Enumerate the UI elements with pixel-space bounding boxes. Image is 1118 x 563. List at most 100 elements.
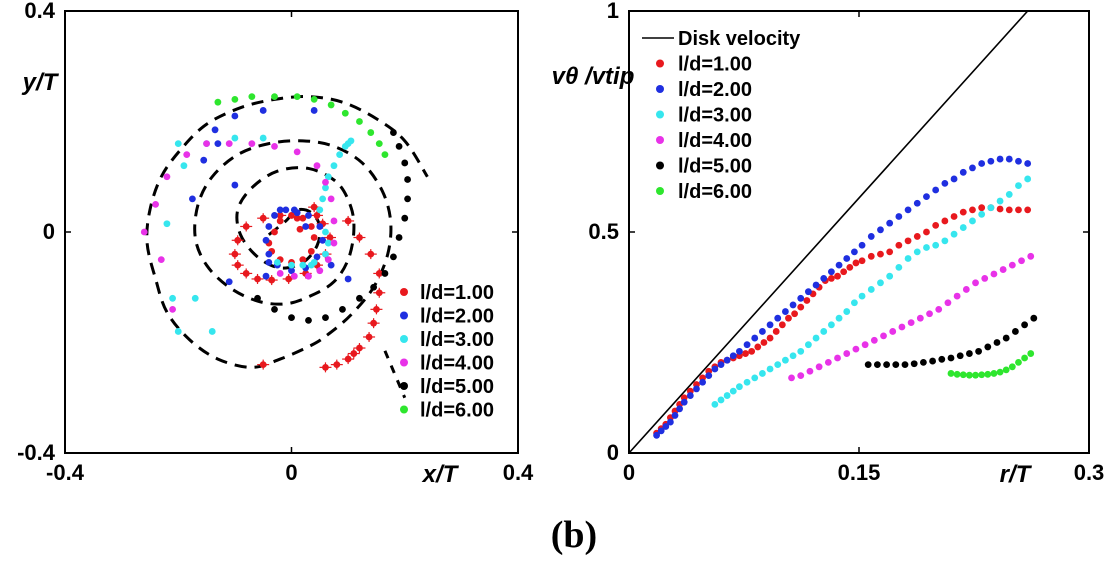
left-point-s3-7	[322, 184, 329, 192]
right-point-s3-31	[959, 224, 967, 231]
right-point-s6-7	[990, 370, 998, 377]
left-point-s2-13	[305, 212, 312, 219]
right-series-1	[653, 204, 1032, 437]
right-point-s3-18	[843, 308, 851, 315]
right-point-s1-51	[1005, 206, 1013, 214]
left-point-s5-6	[356, 294, 363, 302]
right-series-2	[653, 155, 1032, 439]
left-point-s2-15	[276, 206, 284, 214]
left-point-s4-8	[293, 148, 301, 156]
right-point-s5-13	[984, 343, 992, 351]
left-point-s2-3	[271, 212, 278, 219]
right-point-s2-1	[657, 427, 665, 435]
left-point-s4-18	[276, 270, 284, 277]
right-point-s3-25	[904, 255, 912, 262]
right-point-s3-12	[797, 347, 805, 355]
right-point-s5-0	[864, 361, 872, 368]
left-point-s1-1	[299, 214, 307, 222]
left-point-s6-1	[231, 96, 239, 103]
right-point-s2-44	[978, 160, 986, 167]
right-point-s3-10	[782, 356, 789, 364]
left-point-s1-13	[293, 214, 301, 222]
left-point-s6-8	[356, 118, 363, 125]
left-series-4	[140, 140, 338, 313]
right-point-s1-37	[877, 250, 884, 258]
left-point-s5-5	[339, 305, 346, 313]
right-point-s2-46	[996, 155, 1004, 163]
right-point-s4-9	[870, 336, 878, 344]
figure-caption: (b)	[551, 514, 597, 556]
left-point-s2-11	[319, 236, 327, 244]
right-point-s4-24	[1008, 261, 1016, 269]
right-point-s2-49	[1024, 160, 1032, 167]
right-point-s1-50	[996, 205, 1004, 213]
left-point-s2-24	[310, 107, 318, 114]
left-legend-marker-4	[400, 358, 408, 367]
left-point-s4-17	[290, 272, 298, 280]
right-point-s2-37	[913, 199, 921, 207]
right-point-s3-22	[877, 279, 884, 287]
right-point-s3-32	[969, 217, 976, 225]
left-legend-marker-1	[400, 288, 408, 296]
right-legend: Disk velocity l/d=1.00 l/d=2.00 l/d=3.00 l/d…	[642, 28, 801, 203]
left-point-s5-8	[381, 270, 389, 277]
left-x-tick-neg: -0.4	[46, 460, 85, 485]
right-point-s3-37	[1015, 182, 1022, 189]
right-y-axis-label: vθ /vtip	[552, 63, 635, 90]
left-point-s3-24	[174, 140, 182, 148]
left-point-s2-0	[302, 223, 310, 230]
right-point-s4-17	[944, 299, 952, 307]
right-point-s4-18	[953, 292, 961, 300]
left-point-s6-3	[271, 93, 278, 101]
left-legend-marker-5	[400, 382, 408, 390]
right-point-s1-18	[754, 343, 762, 351]
right-point-s2-32	[867, 233, 875, 240]
right-point-s1-19	[760, 339, 768, 346]
right-point-s3-6	[751, 374, 759, 382]
left-point-s5-1	[271, 305, 278, 313]
right-x-tick-015: 0.15	[838, 460, 881, 485]
left-point-s5-11	[401, 214, 409, 222]
right-point-s3-27	[923, 244, 930, 251]
right-point-s3-9	[774, 361, 782, 368]
right-point-s6-9	[1002, 366, 1010, 374]
right-point-s4-25	[1018, 257, 1025, 265]
right-point-s2-7	[686, 392, 694, 399]
right-point-s2-33	[877, 226, 884, 234]
left-point-s4-0	[140, 228, 148, 236]
disk-velocity-path	[628, 10, 1029, 454]
right-point-s4-1	[797, 372, 805, 380]
right-point-s2-48	[1015, 157, 1022, 165]
left-point-s6-7	[341, 109, 349, 117]
left-point-s3-1	[307, 261, 315, 269]
right-point-s5-10	[956, 352, 964, 360]
right-point-s1-38	[886, 248, 894, 256]
right-point-s3-2	[723, 392, 731, 399]
left-point-s6-0	[214, 98, 222, 106]
right-point-s6-5	[978, 371, 986, 379]
right-point-s2-3	[667, 418, 674, 426]
right-point-s2-26	[820, 275, 828, 282]
right-point-s4-6	[843, 350, 851, 357]
right-point-s5-6	[920, 358, 927, 366]
left-legend-marker-2	[400, 311, 408, 320]
right-legend-label-4: l/d=4.00	[678, 130, 752, 152]
left-point-s3-22	[324, 239, 332, 247]
right-point-s5-16	[1012, 328, 1019, 335]
right-point-s2-6	[680, 398, 688, 406]
right-point-s2-22	[789, 301, 797, 309]
left-point-s3-20	[259, 134, 267, 142]
right-point-s2-43	[969, 164, 976, 172]
right-point-s4-8	[861, 341, 869, 349]
right-point-s2-28	[835, 261, 843, 269]
left-point-s5-13	[404, 176, 411, 183]
left-point-s2-20	[200, 156, 208, 164]
right-point-s3-1	[717, 396, 725, 404]
right-point-s1-48	[978, 204, 986, 212]
right-point-s4-3	[815, 363, 823, 371]
right-point-s1-53	[1024, 206, 1032, 214]
right-point-s5-4	[901, 361, 909, 368]
right-point-s1-21	[772, 328, 780, 335]
left-guide-spiral	[145, 95, 429, 399]
right-point-s6-4	[972, 371, 979, 379]
